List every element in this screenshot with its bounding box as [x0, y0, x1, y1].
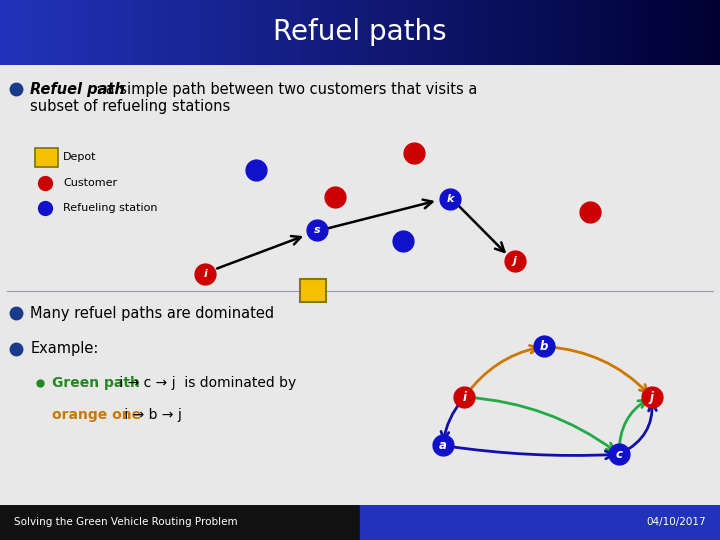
Text: i: i [462, 390, 467, 403]
Text: Green path: Green path [52, 375, 140, 389]
FancyBboxPatch shape [35, 148, 58, 167]
FancyBboxPatch shape [300, 279, 326, 301]
Text: Refueling station: Refueling station [63, 203, 158, 213]
Text: j: j [513, 255, 517, 266]
Text: Depot: Depot [63, 152, 97, 162]
Text: c: c [616, 448, 623, 461]
Text: k: k [446, 194, 454, 204]
Text: a: a [439, 439, 446, 452]
Text: : a simple path between two customers that visits a: : a simple path between two customers th… [96, 82, 478, 97]
Text: Refuel paths: Refuel paths [273, 18, 447, 46]
Text: Solving the Green Vehicle Routing Problem: Solving the Green Vehicle Routing Proble… [14, 517, 238, 528]
Text: s: s [313, 225, 320, 235]
Text: b: b [539, 340, 548, 353]
Text: 04/10/2017: 04/10/2017 [646, 517, 706, 528]
Text: i → c → j  is dominated by: i → c → j is dominated by [115, 375, 297, 389]
Text: orange one: orange one [52, 408, 141, 422]
Text: i: i [203, 269, 207, 279]
Text: i → b → j: i → b → j [120, 408, 182, 422]
Text: Example:: Example: [30, 341, 99, 356]
Text: Customer: Customer [63, 178, 117, 188]
Bar [360, 505, 720, 540]
Text: subset of refueling stations: subset of refueling stations [30, 99, 230, 114]
Text: j: j [649, 390, 654, 403]
Text: Refuel path: Refuel path [30, 82, 125, 97]
Bar [0, 505, 360, 540]
Text: Many refuel paths are dominated: Many refuel paths are dominated [30, 306, 274, 321]
